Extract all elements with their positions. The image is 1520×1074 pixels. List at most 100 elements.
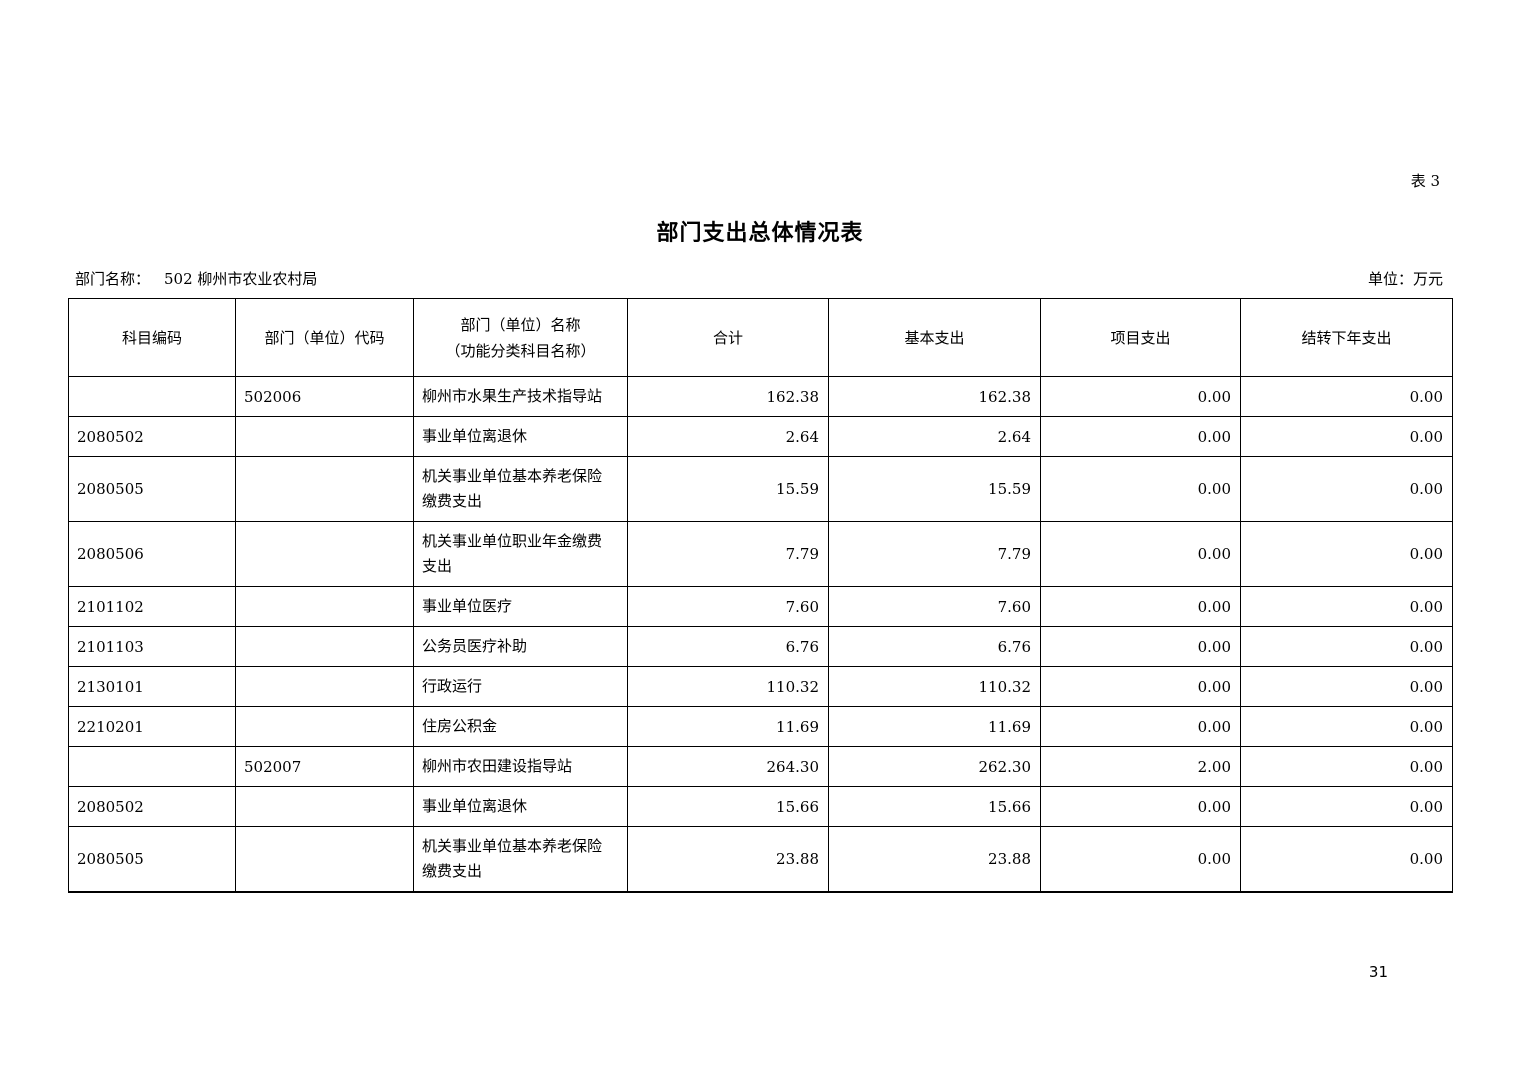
cell-basic: 7.60 bbox=[828, 586, 1041, 627]
cell-basic: 6.76 bbox=[828, 626, 1041, 667]
cell-subject-code: 2130101 bbox=[68, 666, 236, 707]
cell-unit-code bbox=[235, 586, 414, 627]
table-header-row: 科目编码 部门（单位）代码 部门（单位）名称 （功能分类科目名称） 合计 基本支… bbox=[68, 298, 1453, 377]
table-row: 2101103 公务员医疗补助 6.76 6.76 0.00 0.00 bbox=[68, 626, 1453, 667]
unit-label: 单位：万元 bbox=[1367, 270, 1443, 288]
cell-unit-name: 机关事业单位基本养老保险缴费支出 bbox=[413, 456, 628, 522]
cell-project: 0.00 bbox=[1040, 666, 1241, 707]
cell-total: 23.88 bbox=[627, 826, 829, 893]
cell-subject-code: 2080502 bbox=[68, 416, 236, 457]
cell-unit-code: 502006 bbox=[235, 376, 414, 417]
department-name: 部门名称： 502 柳州市农业农村局 bbox=[75, 268, 317, 289]
cell-subject-code bbox=[68, 376, 236, 417]
cell-subject-code bbox=[68, 746, 236, 787]
header-project-expenditure: 项目支出 bbox=[1040, 298, 1241, 377]
cell-unit-name: 事业单位离退休 bbox=[413, 416, 628, 457]
table-row: 2080502 事业单位离退休 2.64 2.64 0.00 0.00 bbox=[68, 416, 1453, 457]
cell-total: 15.66 bbox=[627, 786, 829, 827]
cell-carryover: 0.00 bbox=[1240, 416, 1453, 457]
cell-project: 0.00 bbox=[1040, 786, 1241, 827]
cell-carryover: 0.00 bbox=[1240, 826, 1453, 893]
cell-carryover: 0.00 bbox=[1240, 666, 1453, 707]
cell-unit-name: 行政运行 bbox=[413, 666, 628, 707]
cell-unit-name: 机关事业单位基本养老保险缴费支出 bbox=[413, 826, 628, 893]
page-number: 31 bbox=[1368, 963, 1388, 981]
cell-unit-code bbox=[235, 666, 414, 707]
cell-carryover: 0.00 bbox=[1240, 521, 1453, 587]
cell-project: 0.00 bbox=[1040, 521, 1241, 587]
cell-total: 162.38 bbox=[627, 376, 829, 417]
cell-carryover: 0.00 bbox=[1240, 706, 1453, 747]
cell-carryover: 0.00 bbox=[1240, 626, 1453, 667]
cell-unit-code bbox=[235, 456, 414, 522]
cell-unit-name: 事业单位医疗 bbox=[413, 586, 628, 627]
table-row: 2080505 机关事业单位基本养老保险缴费支出 23.88 23.88 0.00 0.0… bbox=[68, 826, 1453, 893]
cell-project: 2.00 bbox=[1040, 746, 1241, 787]
header-subject-code: 科目编码 bbox=[68, 298, 236, 377]
cell-total: 110.32 bbox=[627, 666, 829, 707]
cell-carryover: 0.00 bbox=[1240, 786, 1453, 827]
cell-unit-name: 机关事业单位职业年金缴费支出 bbox=[413, 521, 628, 587]
header-unit-name: 部门（单位）名称 （功能分类科目名称） bbox=[413, 298, 628, 377]
table-body: 502006 柳州市水果生产技术指导站 162.38 162.38 0.00 0.00 20… bbox=[68, 376, 1453, 893]
table-meta-row: 部门名称： 502 柳州市农业农村局 单位：万元 bbox=[75, 268, 1443, 289]
cell-unit-name: 事业单位离退休 bbox=[413, 786, 628, 827]
cell-unit-code bbox=[235, 521, 414, 587]
cell-basic: 262.30 bbox=[828, 746, 1041, 787]
table-row: 502006 柳州市水果生产技术指导站 162.38 162.38 0.00 0.00 bbox=[68, 376, 1453, 417]
cell-carryover: 0.00 bbox=[1240, 746, 1453, 787]
cell-basic: 110.32 bbox=[828, 666, 1041, 707]
expenditure-table: 科目编码 部门（单位）代码 部门（单位）名称 （功能分类科目名称） 合计 基本支… bbox=[68, 298, 1453, 893]
cell-project: 0.00 bbox=[1040, 706, 1241, 747]
header-carryover-expenditure: 结转下年支出 bbox=[1240, 298, 1453, 377]
cell-subject-code: 2101103 bbox=[68, 626, 236, 667]
header-unit-code: 部门（单位）代码 bbox=[235, 298, 414, 377]
cell-unit-code bbox=[235, 786, 414, 827]
cell-total: 2.64 bbox=[627, 416, 829, 457]
cell-total: 7.60 bbox=[627, 586, 829, 627]
cell-subject-code: 2101102 bbox=[68, 586, 236, 627]
cell-basic: 15.59 bbox=[828, 456, 1041, 522]
cell-total: 7.79 bbox=[627, 521, 829, 587]
header-total: 合计 bbox=[627, 298, 829, 377]
cell-project: 0.00 bbox=[1040, 376, 1241, 417]
cell-total: 11.69 bbox=[627, 706, 829, 747]
cell-basic: 2.64 bbox=[828, 416, 1041, 457]
cell-unit-code bbox=[235, 416, 414, 457]
header-basic-expenditure: 基本支出 bbox=[828, 298, 1041, 377]
table-row: 2101102 事业单位医疗 7.60 7.60 0.00 0.00 bbox=[68, 586, 1453, 627]
cell-total: 6.76 bbox=[627, 626, 829, 667]
cell-carryover: 0.00 bbox=[1240, 586, 1453, 627]
cell-unit-code bbox=[235, 626, 414, 667]
cell-unit-code: 502007 bbox=[235, 746, 414, 787]
cell-subject-code: 2080502 bbox=[68, 786, 236, 827]
cell-unit-name: 公务员医疗补助 bbox=[413, 626, 628, 667]
cell-unit-name: 柳州市水果生产技术指导站 bbox=[413, 376, 628, 417]
cell-basic: 15.66 bbox=[828, 786, 1041, 827]
cell-subject-code: 2080506 bbox=[68, 521, 236, 587]
cell-project: 0.00 bbox=[1040, 586, 1241, 627]
table-number-tag: 表 3 bbox=[1410, 172, 1440, 190]
cell-project: 0.00 bbox=[1040, 416, 1241, 457]
cell-subject-code: 2210201 bbox=[68, 706, 236, 747]
cell-carryover: 0.00 bbox=[1240, 376, 1453, 417]
table-row: 2080502 事业单位离退休 15.66 15.66 0.00 0.00 bbox=[68, 786, 1453, 827]
cell-unit-name: 住房公积金 bbox=[413, 706, 628, 747]
cell-total: 15.59 bbox=[627, 456, 829, 522]
table-row: 2080506 机关事业单位职业年金缴费支出 7.79 7.79 0.00 0.00 bbox=[68, 521, 1453, 587]
cell-total: 264.30 bbox=[627, 746, 829, 787]
page-title: 部门支出总体情况表 bbox=[656, 220, 864, 246]
cell-unit-code bbox=[235, 826, 414, 893]
cell-basic: 7.79 bbox=[828, 521, 1041, 587]
cell-project: 0.00 bbox=[1040, 626, 1241, 667]
cell-subject-code: 2080505 bbox=[68, 456, 236, 522]
cell-unit-name: 柳州市农田建设指导站 bbox=[413, 746, 628, 787]
cell-project: 0.00 bbox=[1040, 456, 1241, 522]
cell-basic: 23.88 bbox=[828, 826, 1041, 893]
cell-basic: 11.69 bbox=[828, 706, 1041, 747]
cell-carryover: 0.00 bbox=[1240, 456, 1453, 522]
table-row: 2130101 行政运行 110.32 110.32 0.00 0.00 bbox=[68, 666, 1453, 707]
department-name-label: 部门名称： bbox=[75, 270, 151, 288]
cell-project: 0.00 bbox=[1040, 826, 1241, 893]
